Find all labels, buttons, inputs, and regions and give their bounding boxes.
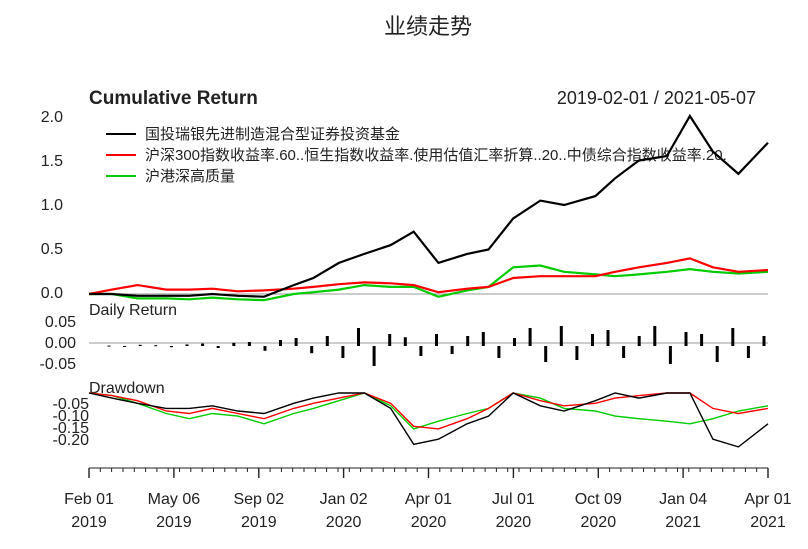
- x-tick-label-line1: Jan 02: [320, 491, 368, 508]
- daily-ytick-2: -0.05: [40, 356, 77, 373]
- daily-bar: [388, 334, 392, 346]
- daily-bar: [575, 346, 579, 360]
- daily-bar: [606, 330, 610, 346]
- legend-label-index: 沪港深高质量: [145, 168, 235, 185]
- daily-bar: [138, 344, 142, 346]
- daily-bar: [497, 346, 501, 358]
- drawdown-line-0: [88, 392, 769, 448]
- daily-bar: [622, 346, 626, 358]
- cum-ytick-2: 1.0: [41, 197, 63, 214]
- x-tick-label-line2: 2021: [665, 514, 701, 531]
- x-tick-label-line2: 2020: [411, 514, 447, 531]
- daily-bar: [341, 346, 345, 358]
- cum-ytick-0: 2.0: [41, 109, 63, 126]
- daily-bar: [481, 332, 485, 346]
- legend-label-fund: 国投瑞银先进制造混合型证券投资基金: [145, 126, 400, 143]
- x-tick-label-line1: Oct 09: [575, 491, 622, 508]
- daily-bar: [450, 346, 454, 354]
- daily-bar: [513, 338, 516, 346]
- x-tick-label-line1: Sep 02: [233, 491, 284, 508]
- daily-return-bars: [107, 326, 766, 366]
- daily-bar: [653, 326, 657, 346]
- drawdown-line-2: [88, 392, 769, 430]
- daily-bar: [684, 332, 688, 346]
- cumulative-series-group: [88, 113, 769, 302]
- daily-bar: [294, 338, 298, 346]
- daily-bar: [466, 336, 470, 346]
- cum-ytick-1: 1.5: [41, 153, 63, 170]
- daily-bar: [201, 343, 205, 346]
- daily-bar: [591, 334, 594, 346]
- cumulative-title: Cumulative Return: [89, 88, 258, 109]
- x-axis: Feb 01 2019 May 06 2019 Sep 02 2019 Jan 02 2020…: [64, 468, 792, 531]
- x-tick-label-line2: 2020: [581, 514, 617, 531]
- dd-ytick-3: -0.20: [53, 432, 90, 449]
- daily-bar: [762, 336, 766, 346]
- x-tick-label-line2: 2019: [71, 514, 107, 531]
- daily-bar: [185, 344, 189, 346]
- daily-bar: [107, 345, 111, 347]
- legend-label-benchmark: 沪深300指数收益率.60..恒生指数收益率.使用估值汇率折算..20..中债综…: [145, 146, 727, 164]
- dd-ytick-2: -0.15: [53, 420, 90, 437]
- cum-ytick-4: 0.0: [41, 285, 63, 302]
- x-tick-label-line1: May 06: [148, 491, 201, 508]
- x-minor-ticks: [88, 468, 769, 472]
- daily-bar: [325, 336, 329, 346]
- daily-bar: [279, 340, 282, 346]
- x-tick-label-line2: 2020: [326, 514, 362, 531]
- daily-bar: [263, 346, 267, 351]
- cum-line-2: [89, 264, 769, 302]
- drawdown-title: Drawdown: [89, 380, 165, 397]
- daily-bar: [700, 334, 704, 346]
- daily-bar: [357, 328, 360, 346]
- daily-bar: [154, 345, 158, 347]
- daily-title: Daily Return: [89, 302, 177, 319]
- daily-bar: [544, 346, 548, 362]
- daily-bar: [123, 346, 127, 347]
- daily-bar: [372, 346, 376, 366]
- daily-bar: [731, 328, 735, 346]
- x-tick-label-line2: 2019: [156, 514, 192, 531]
- daily-bar: [528, 328, 532, 346]
- daily-bar: [419, 346, 423, 356]
- daily-bar: [247, 342, 251, 346]
- daily-bar: [232, 342, 236, 346]
- daily-bar: [310, 346, 314, 354]
- daily-ytick-1: 0.00: [45, 335, 76, 352]
- daily-bar: [668, 346, 672, 364]
- daily-bar: [715, 346, 719, 362]
- drawdown-line-1: [88, 392, 769, 430]
- daily-ytick-0: 0.05: [45, 314, 76, 331]
- cum-line-1: [88, 257, 769, 296]
- daily-bar: [746, 346, 750, 358]
- daily-bar: [169, 346, 173, 348]
- page-title: 业绩走势: [384, 14, 472, 39]
- dd-ytick-0: -0.05: [53, 396, 90, 413]
- x-tick-label-line2: 2021: [750, 514, 786, 531]
- daily-bar: [403, 337, 407, 346]
- cum-line-0: [89, 113, 769, 298]
- x-tick-label-line1: Jan 04: [659, 491, 707, 508]
- x-tick-label-line1: Jul 01: [492, 491, 535, 508]
- date-range: 2019-02-01 / 2021-05-07: [557, 88, 756, 108]
- x-tick-label-line2: 2020: [496, 514, 532, 531]
- daily-bar: [559, 326, 563, 346]
- dd-ytick-1: -0.10: [53, 408, 90, 425]
- x-tick-label-line1: Apr 01: [405, 491, 452, 508]
- cum-ytick-3: 0.5: [41, 241, 63, 258]
- daily-bar: [216, 346, 220, 348]
- x-tick-label-line2: 2019: [241, 514, 277, 531]
- daily-bar: [637, 336, 641, 346]
- x-tick-label-line1: Feb 01: [64, 491, 114, 508]
- daily-bar: [435, 334, 438, 346]
- x-tick-label-line1: Apr 01: [744, 491, 791, 508]
- drawdown-series-group: [88, 392, 769, 448]
